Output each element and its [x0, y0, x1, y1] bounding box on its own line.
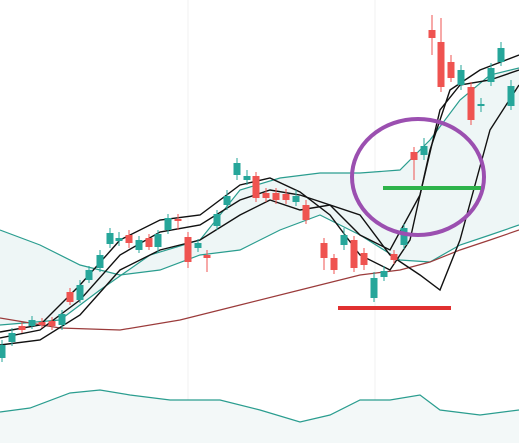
highlight-ellipse	[350, 117, 486, 237]
candle-body	[125, 235, 133, 243]
candle-body	[447, 62, 455, 78]
candle-body	[28, 320, 36, 326]
lines	[0, 54, 519, 423]
oscillator-fill	[0, 390, 519, 443]
candle-body	[467, 87, 475, 120]
candle-body	[106, 233, 114, 244]
candle-body	[135, 240, 143, 250]
candle-body	[96, 255, 104, 268]
candle-body	[48, 321, 56, 326]
candle-body	[145, 238, 153, 247]
indicator-line	[0, 229, 519, 331]
candle-body	[487, 68, 495, 82]
candle-body	[194, 243, 202, 248]
candle-body	[477, 104, 485, 106]
candle-body	[370, 278, 378, 298]
candles	[0, 15, 515, 362]
candle-body	[38, 322, 46, 325]
candle-body	[282, 194, 290, 200]
candle-body	[154, 234, 162, 247]
candle-body	[0, 345, 6, 358]
candle-body	[437, 42, 445, 87]
candle-body	[292, 196, 300, 202]
candle-body	[410, 152, 418, 160]
indicator-line	[0, 214, 519, 276]
candle-body	[213, 214, 221, 226]
candle-body	[174, 219, 182, 221]
candle-body	[400, 228, 408, 245]
candle-body	[8, 333, 16, 342]
candle-body	[252, 176, 260, 198]
indicator-line	[0, 54, 519, 333]
candle-body	[115, 238, 123, 241]
candle-body	[233, 163, 241, 175]
candle-body	[262, 193, 270, 198]
indicator-line	[0, 84, 519, 346]
candle-body	[76, 285, 84, 300]
candle-body	[58, 314, 66, 325]
candle-body	[203, 255, 211, 258]
candle-body	[428, 30, 436, 38]
candle-body	[507, 86, 515, 106]
candle-body	[272, 193, 280, 200]
candle-body	[390, 254, 398, 260]
candle-body	[85, 270, 93, 280]
candle-body	[330, 258, 338, 270]
candle-body	[457, 70, 465, 85]
candle-body	[164, 218, 172, 230]
candle-body	[243, 176, 251, 180]
candle-body	[497, 48, 505, 62]
candle-body	[184, 237, 192, 262]
candle-body	[320, 243, 328, 258]
candle-body	[302, 205, 310, 220]
indicator-line	[0, 389, 519, 423]
candle-body	[223, 196, 231, 205]
candle-body	[380, 271, 388, 277]
candle-body	[18, 326, 26, 330]
candle-body	[420, 146, 428, 155]
indicator-line	[0, 69, 519, 339]
candle-body	[66, 292, 74, 302]
candle-body	[360, 253, 368, 265]
candle-body	[350, 240, 358, 268]
annotations	[338, 117, 486, 310]
candle-body	[340, 235, 348, 245]
